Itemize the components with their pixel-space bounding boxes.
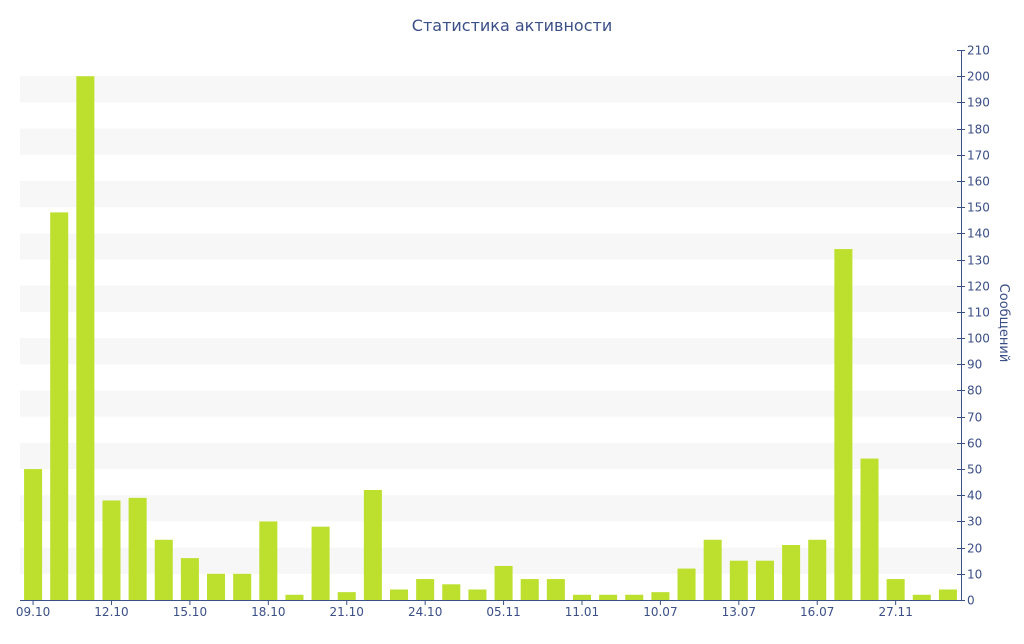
bar[interactable] — [808, 539, 827, 600]
x-tick-label: 24.10 — [408, 605, 442, 619]
bar[interactable] — [860, 458, 879, 600]
x-axis: 09.10 12.10 15.10 18.10 21.10 24.10 05.11 11.01… — [16, 600, 961, 619]
x-tick-label: 09.10 — [16, 605, 50, 619]
y-tick-label: 70 — [967, 411, 982, 425]
bar[interactable] — [416, 579, 435, 600]
bar[interactable] — [442, 584, 461, 600]
y-tick-label: 30 — [967, 515, 982, 529]
bar[interactable] — [285, 594, 304, 600]
x-tick-label: 13.07 — [722, 605, 756, 619]
y-tick-label: 10 — [967, 568, 982, 582]
x-tick-label: 21.10 — [330, 605, 364, 619]
y-tick-label: 210 — [967, 44, 990, 58]
x-tick-label: 12.10 — [94, 605, 128, 619]
grid-band — [20, 180, 961, 208]
bar[interactable] — [599, 594, 618, 600]
y-tick-label: 80 — [967, 384, 982, 398]
y-tick-label: 90 — [967, 358, 982, 372]
bar[interactable] — [76, 76, 95, 600]
y-tick-label: 0 — [967, 594, 975, 608]
grid-band — [20, 547, 961, 574]
bar[interactable] — [886, 579, 905, 600]
bar[interactable] — [50, 212, 69, 600]
y-tick-label: 200 — [967, 70, 990, 84]
bar[interactable] — [677, 568, 696, 600]
bar[interactable] — [651, 592, 670, 600]
bar-series — [24, 76, 957, 601]
grid-band — [20, 76, 961, 103]
bar[interactable] — [546, 579, 565, 600]
y-tick-label: 60 — [967, 437, 982, 451]
y-axis: 0 10 20 30 40 50 60 70 80 90 100 110 120 130 140 150 160… — [957, 44, 990, 608]
bar[interactable] — [128, 497, 147, 600]
bar[interactable] — [755, 560, 774, 600]
bar[interactable] — [703, 539, 722, 600]
y-tick-label: 180 — [967, 123, 990, 137]
y-tick-label: 20 — [967, 542, 982, 556]
grid-band — [20, 233, 961, 260]
chart-title: Статистика активности — [412, 16, 612, 35]
bar[interactable] — [363, 490, 382, 600]
y-axis-label: Сообщений — [996, 284, 1011, 363]
y-tick-label: 150 — [967, 201, 990, 215]
bar[interactable] — [938, 589, 957, 600]
x-tick-label: 16.07 — [800, 605, 834, 619]
bar[interactable] — [311, 526, 330, 600]
bar[interactable] — [912, 594, 931, 600]
y-tick-label: 170 — [967, 149, 990, 163]
bar[interactable] — [572, 594, 592, 600]
y-tick-label: 120 — [967, 280, 990, 294]
bar[interactable] — [154, 539, 173, 600]
bar[interactable] — [102, 500, 121, 600]
bar[interactable] — [390, 589, 409, 600]
grid-band — [20, 128, 961, 155]
x-tick-label: 10.07 — [643, 605, 677, 619]
bar[interactable] — [782, 545, 801, 600]
y-tick-label: 40 — [967, 489, 982, 503]
x-tick-label: 05.11 — [486, 605, 520, 619]
x-tick-label: 11.01 — [565, 605, 599, 619]
y-tick-label: 50 — [967, 463, 982, 477]
bar[interactable] — [520, 579, 539, 600]
bar[interactable] — [233, 573, 252, 600]
grid-band — [20, 495, 961, 522]
bar[interactable] — [729, 560, 748, 600]
grid-band — [20, 390, 961, 417]
grid-bands — [20, 76, 961, 574]
y-tick-label: 190 — [967, 96, 990, 110]
x-tick-label: 18.10 — [251, 605, 285, 619]
x-tick-label: 27.11 — [878, 605, 912, 619]
y-tick-label: 110 — [967, 306, 990, 320]
x-tick-label: 15.10 — [173, 605, 207, 619]
bar[interactable] — [24, 469, 43, 600]
y-tick-label: 130 — [967, 254, 990, 268]
y-tick-label: 160 — [967, 175, 990, 189]
grid-band — [20, 442, 961, 470]
bar[interactable] — [625, 594, 644, 600]
bar[interactable] — [259, 521, 278, 600]
bar[interactable] — [834, 249, 853, 601]
bar[interactable] — [207, 573, 226, 600]
y-tick-label: 100 — [967, 332, 990, 346]
grid-band — [20, 285, 961, 312]
y-tick-label: 140 — [967, 227, 990, 241]
grid-band — [20, 338, 961, 365]
bar[interactable] — [337, 592, 356, 600]
bar[interactable] — [468, 589, 487, 600]
bar[interactable] — [494, 565, 513, 600]
bar[interactable] — [180, 558, 199, 600]
